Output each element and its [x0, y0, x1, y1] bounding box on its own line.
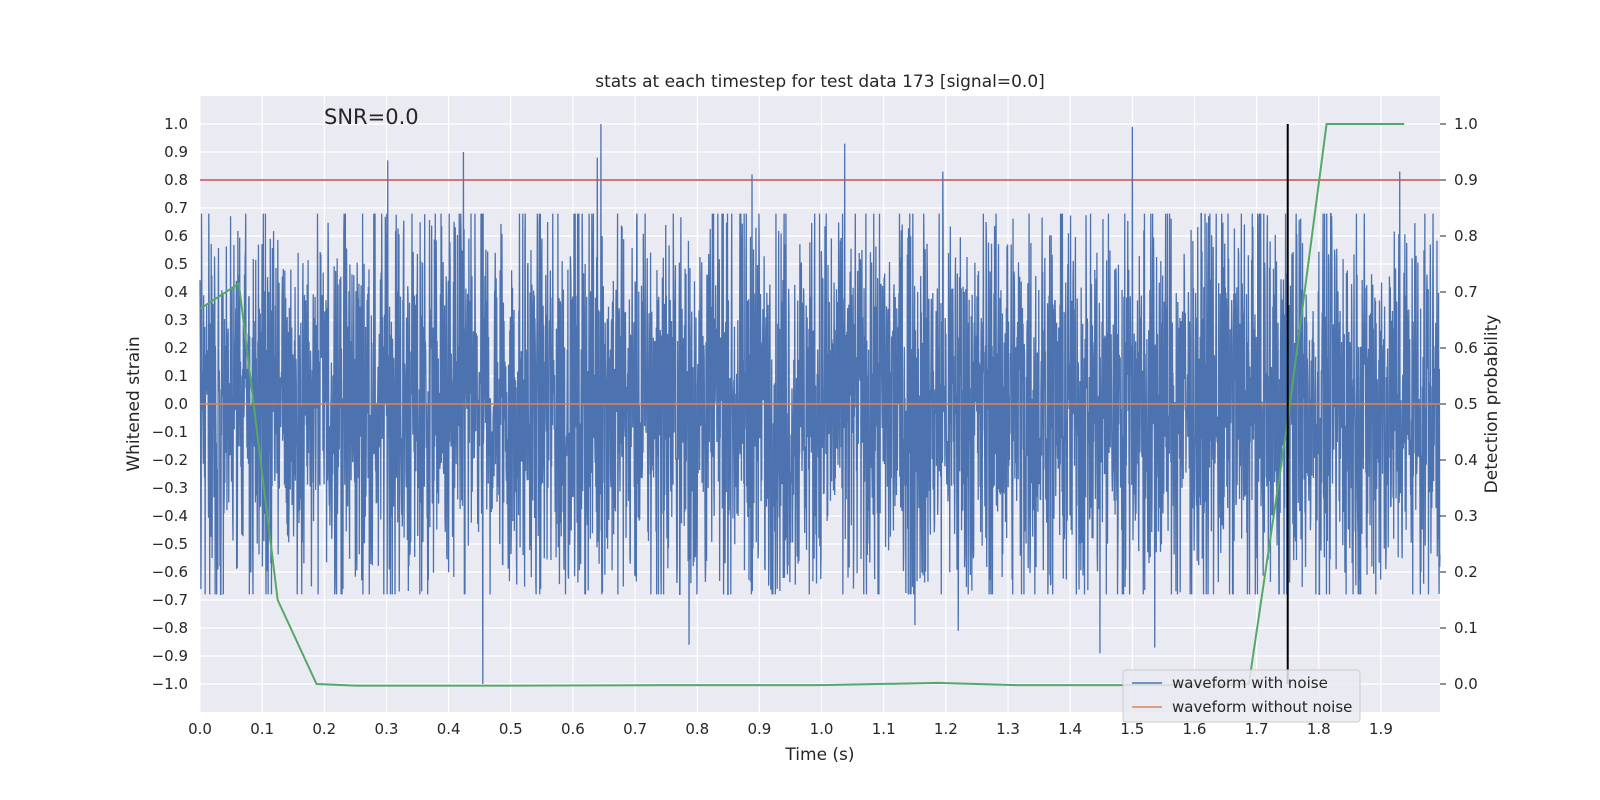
x-tick-label: 1.8	[1307, 720, 1331, 738]
y-tick-label: −0.4	[152, 507, 188, 525]
x-tick-label: 1.2	[934, 720, 958, 738]
y2-axis-title: Detection probability	[1482, 315, 1502, 494]
x-tick-label: 0.6	[561, 720, 585, 738]
y-axis-title: Whitened strain	[124, 336, 144, 471]
x-axis: 0.0 0.1 0.2 0.3 0.4 0.5 0.6 0.7 0.8 0.9 1.0 1.1 1.2 1…	[188, 720, 1393, 738]
x-tick-label: 1.9	[1369, 720, 1393, 738]
y2-tick-label: 1.0	[1454, 115, 1478, 133]
x-axis-title: Time (s)	[784, 745, 854, 765]
x-tick-label: 0.3	[375, 720, 399, 738]
y-tick-label: 1.0	[164, 115, 188, 133]
y-tick-label: 0.5	[164, 255, 188, 273]
x-tick-label: 1.6	[1183, 720, 1207, 738]
series-layer	[199, 123, 1441, 687]
y-tick-label: 0.1	[164, 367, 188, 385]
y-tick-label: 0.7	[164, 199, 188, 217]
y-tick-label: −0.9	[152, 647, 188, 665]
y2-tick-label: 0.9	[1454, 171, 1478, 189]
legend: waveform with noise waveform without noi…	[1122, 669, 1361, 723]
x-tick-label: 0.5	[499, 720, 523, 738]
x-tick-label: 0.1	[250, 720, 274, 738]
x-tick-label: 0.4	[437, 720, 461, 738]
y-tick-label: −0.6	[152, 563, 188, 581]
y2-tick-label: 0.7	[1454, 283, 1478, 301]
y-tick-label: −0.3	[152, 479, 188, 497]
x-tick-label: 1.0	[810, 720, 834, 738]
x-tick-label: 1.1	[872, 720, 896, 738]
series-waveform-with-noise	[199, 123, 1441, 685]
y-tick-label: 0.6	[164, 227, 188, 245]
x-tick-label: 0.8	[685, 720, 709, 738]
y-tick-label: −0.8	[152, 619, 188, 637]
y-tick-label: 0.8	[164, 171, 188, 189]
y-tick-label: 0.0	[164, 395, 188, 413]
y-tick-label: −0.1	[152, 423, 188, 441]
series-detection-probability	[199, 123, 1405, 687]
y-tick-label: −0.2	[152, 451, 188, 469]
y2-tick-label: 0.6	[1454, 339, 1478, 357]
y-tick-label: 0.9	[164, 143, 188, 161]
y-tick-label: 0.4	[164, 283, 188, 301]
y-tick-label: 0.2	[164, 339, 188, 357]
y-tick-label: 0.3	[164, 311, 188, 329]
x-tick-label: 0.7	[623, 720, 647, 738]
y2-tick-label: 0.8	[1454, 227, 1478, 245]
chart-title: stats at each timestep for test data 173…	[595, 72, 1045, 92]
x-tick-label: 0.0	[188, 720, 212, 738]
legend-label-noise: waveform with noise	[1172, 674, 1328, 692]
legend-box	[1122, 669, 1361, 723]
y-tick-label: −0.5	[152, 535, 188, 553]
y-tick-label: −1.0	[152, 675, 188, 693]
x-tick-label: 1.7	[1245, 720, 1269, 738]
y2-tick-label: 0.3	[1454, 507, 1478, 525]
y2-tick-label: 0.0	[1454, 675, 1478, 693]
x-tick-label: 0.9	[747, 720, 771, 738]
y2-axis: 1.0 0.9 0.8 0.7 0.6 0.5 0.4 0.3 0.2 0.1 0.0	[1440, 115, 1478, 693]
x-tick-label: 1.3	[996, 720, 1020, 738]
y-axis: 1.0 0.9 0.8 0.7 0.6 0.5 0.4 0.3 0.2 0.1 0.0 −0.1 −0.…	[152, 115, 188, 693]
legend-label-clean: waveform without noise	[1172, 698, 1352, 716]
y2-tick-label: 0.5	[1454, 395, 1478, 413]
x-tick-label: 0.2	[312, 720, 336, 738]
y-tick-label: −0.7	[152, 591, 188, 609]
x-tick-label: 1.4	[1058, 720, 1082, 738]
y2-tick-label: 0.2	[1454, 563, 1478, 581]
y2-tick-label: 0.4	[1454, 451, 1478, 469]
snr-annotation: SNR=0.0	[324, 105, 419, 129]
y2-tick-label: 0.1	[1454, 619, 1478, 637]
x-tick-label: 1.5	[1120, 720, 1144, 738]
